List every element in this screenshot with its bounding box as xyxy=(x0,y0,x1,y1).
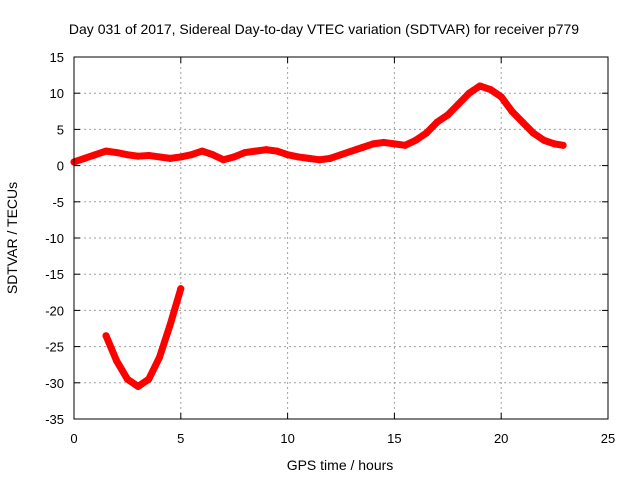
data-point xyxy=(559,141,567,149)
data-point xyxy=(177,285,185,293)
y-tick-label: 10 xyxy=(50,86,64,101)
data-point xyxy=(209,151,217,159)
data-point xyxy=(123,151,131,159)
y-tick-label: 15 xyxy=(50,50,64,65)
data-point xyxy=(390,140,398,148)
y-tick-label: -15 xyxy=(45,267,64,282)
data-point xyxy=(177,153,185,161)
data-point xyxy=(241,149,249,157)
data-point xyxy=(465,89,473,97)
data-point xyxy=(145,151,153,159)
data-point xyxy=(198,147,206,155)
data-point xyxy=(145,375,153,383)
data-point xyxy=(326,154,334,162)
data-point xyxy=(166,154,174,162)
data-point xyxy=(294,153,302,161)
data-point xyxy=(113,149,121,157)
data-point xyxy=(230,153,238,161)
data-point xyxy=(433,118,441,126)
y-tick-label: -10 xyxy=(45,231,64,246)
data-point xyxy=(113,357,121,365)
data-point xyxy=(273,147,281,155)
x-tick-label: 25 xyxy=(601,431,615,446)
data-point xyxy=(476,82,484,90)
y-tick-label: -35 xyxy=(45,412,64,427)
data-point xyxy=(551,140,559,148)
data-point xyxy=(81,154,89,162)
data-point xyxy=(155,153,163,161)
data-point xyxy=(540,136,548,144)
data-point xyxy=(369,140,377,148)
y-tick-label: -25 xyxy=(45,340,64,355)
data-point xyxy=(102,147,110,155)
data-point xyxy=(487,86,495,94)
series-line-2 xyxy=(102,285,185,390)
y-tick-label: -5 xyxy=(52,195,64,210)
data-point xyxy=(91,151,99,159)
data-point xyxy=(497,93,505,101)
x-axis-label: GPS time / hours xyxy=(287,457,394,473)
x-tick-label: 0 xyxy=(70,431,77,446)
data-point xyxy=(187,151,195,159)
data-point xyxy=(262,146,270,154)
y-axis-label: SDTVAR / TECUs xyxy=(4,182,20,294)
data-point xyxy=(380,138,388,146)
data-point xyxy=(401,141,409,149)
data-point xyxy=(166,321,174,329)
y-tick-label: 5 xyxy=(57,122,64,137)
data-point xyxy=(134,382,142,390)
data-point xyxy=(529,129,537,137)
data-point xyxy=(422,129,430,137)
ticks: 0 5 10 15 20 25 -35 -30 -25 -20 -15 -10 -5 0 5 10 15 xyxy=(45,50,615,446)
data-point xyxy=(358,144,366,151)
data-point xyxy=(220,156,228,164)
data-point xyxy=(348,147,356,155)
data-point xyxy=(454,100,462,108)
y-tick-label: 0 xyxy=(57,159,64,174)
data-point xyxy=(284,151,292,159)
data-point xyxy=(337,151,345,159)
data-point xyxy=(508,107,516,115)
data-point xyxy=(305,154,313,162)
data-point xyxy=(444,111,452,119)
grid xyxy=(74,57,608,419)
x-tick-label: 10 xyxy=(280,431,294,446)
y-tick-label: -20 xyxy=(45,303,64,318)
series-layer xyxy=(70,82,567,390)
data-point xyxy=(316,156,324,164)
data-point xyxy=(252,147,260,155)
x-tick-label: 15 xyxy=(387,431,401,446)
x-tick-label: 20 xyxy=(494,431,508,446)
data-point xyxy=(519,118,527,126)
data-point xyxy=(134,152,142,160)
x-tick-label: 5 xyxy=(177,431,184,446)
y-tick-label: -30 xyxy=(45,376,64,391)
data-point xyxy=(412,136,420,144)
chart-title: Day 031 of 2017, Sidereal Day-to-day VTE… xyxy=(69,21,579,37)
data-point xyxy=(123,375,131,383)
data-point xyxy=(102,332,110,340)
data-point xyxy=(155,353,163,361)
